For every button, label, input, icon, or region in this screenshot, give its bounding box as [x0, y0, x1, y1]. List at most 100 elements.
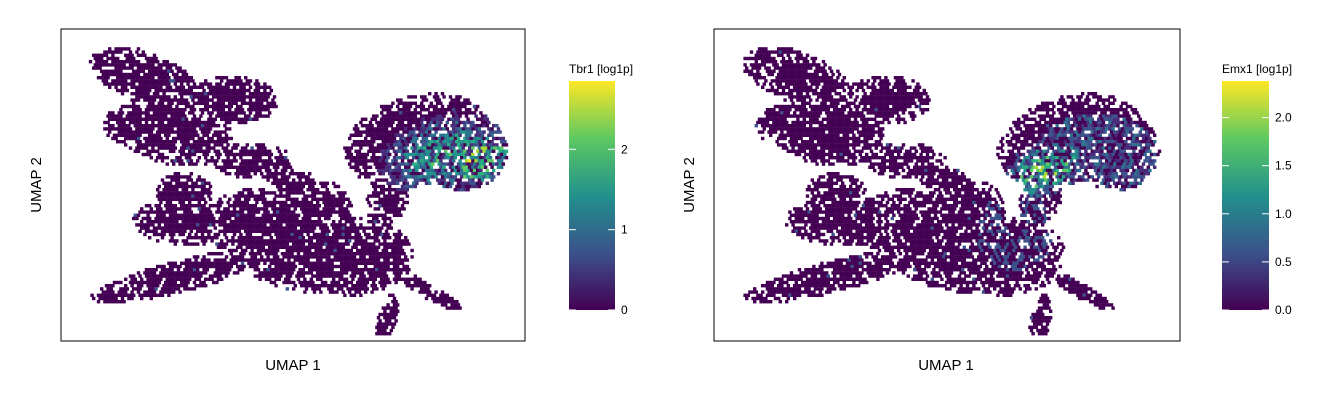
hexbin-cell — [762, 56, 766, 61]
hexbin-cell — [295, 191, 299, 195]
hexbin-cell — [172, 220, 176, 224]
hexbin-cell — [789, 60, 794, 64]
hexbin-cell — [1076, 95, 1080, 99]
hexbin-cell — [103, 300, 107, 304]
hexbin-cell — [170, 191, 174, 195]
hexbin-cell — [391, 114, 395, 118]
hexbin-cell — [386, 124, 390, 128]
hexbin-cell — [388, 172, 392, 176]
hexbin-cell — [380, 226, 384, 230]
hexbin-cell — [292, 216, 296, 221]
hexbin-cell — [384, 114, 389, 118]
hexbin-cell — [773, 92, 778, 96]
hexbin-cell — [156, 226, 160, 230]
hexbin-cell — [175, 264, 179, 269]
hexbin-cell — [124, 136, 128, 141]
hexbin-cell — [221, 101, 225, 105]
hexbin-cell — [389, 207, 393, 211]
hexbin-cell — [922, 88, 926, 93]
hexbin-cell — [445, 306, 449, 310]
hexbin-cell — [881, 95, 885, 99]
hexbin-cell — [348, 162, 352, 166]
hexbin-cell — [801, 101, 805, 105]
hexbin-cell — [335, 245, 339, 249]
hexbin-cell — [1036, 104, 1040, 109]
hexbin-cell — [183, 108, 187, 112]
hexbin-cell — [135, 50, 139, 54]
hexbin-cell — [247, 159, 251, 163]
hexbin-cell — [221, 261, 225, 265]
hexbin-cell — [280, 188, 285, 192]
hexbin-cell — [224, 127, 229, 131]
hexbin-cell — [184, 117, 189, 121]
hexbin-cell — [148, 56, 152, 61]
hexbin-cell — [338, 200, 342, 205]
hexbin-cell — [298, 223, 302, 227]
hexbin-cell — [199, 140, 203, 144]
hexbin-cell — [829, 101, 834, 105]
hexbin-cell — [240, 255, 245, 259]
hexbin-cell — [849, 95, 853, 99]
hexbin-cell — [357, 162, 361, 166]
hexbin-cell — [292, 287, 296, 291]
hexbin-cell — [229, 239, 233, 243]
hexbin-cell — [333, 210, 337, 214]
hexbin-cell — [183, 280, 187, 285]
hexbin-cell — [200, 111, 205, 115]
hexbin-cell — [412, 175, 416, 179]
hexbin-cell — [418, 124, 422, 128]
hexbin-cell — [202, 204, 206, 208]
hexbin-cell — [346, 216, 350, 221]
hexbin-cell — [183, 140, 187, 144]
hexbin-cell — [480, 114, 485, 118]
hexbin-cell — [420, 165, 424, 169]
hexbin-cell — [389, 162, 393, 166]
hexbin-cell — [496, 152, 501, 157]
hexbin-cell — [466, 111, 470, 115]
hexbin-cell — [440, 162, 445, 166]
hexbin-cell — [237, 82, 241, 86]
hexbin-cell — [218, 95, 222, 99]
hexbin-cell — [860, 111, 864, 115]
hexbin-cell — [314, 204, 318, 208]
hexbin-cell — [384, 210, 389, 214]
hexbin-cell — [364, 226, 368, 230]
hexbin-cell — [148, 63, 152, 67]
hexbin-cell — [247, 197, 251, 201]
hexbin-cell — [905, 85, 909, 89]
hexbin-cell — [244, 101, 248, 105]
hexbin-cell — [482, 117, 486, 121]
hexbin-cell — [447, 143, 451, 147]
hexbin-cell — [442, 172, 446, 176]
hexbin-cell — [405, 264, 409, 269]
hexbin-cell — [304, 178, 309, 182]
hexbin-cell — [138, 146, 142, 150]
hexbin-cell — [485, 143, 489, 147]
hexbin-cell — [167, 146, 171, 150]
hexbin-cell — [320, 261, 325, 265]
hexbin-cell — [228, 95, 232, 99]
hexbin-cell — [831, 111, 835, 115]
hexbin-cell — [396, 232, 400, 237]
hexbin-cell — [309, 264, 313, 269]
hexbin-cell — [308, 236, 312, 240]
hexbin-cell — [167, 184, 171, 189]
hexbin-cell — [200, 85, 205, 89]
hexbin-cell — [213, 149, 217, 153]
hexbin-cell — [381, 204, 385, 208]
hexbin-cell — [151, 268, 155, 272]
hexbin-cell — [157, 76, 161, 80]
hexbin-cell — [191, 194, 195, 198]
hexbin-cell — [146, 136, 150, 141]
hexbin-cell — [263, 82, 267, 86]
hexbin-cell — [796, 98, 800, 102]
hexbin-cell — [413, 133, 417, 137]
hexbin-cell — [821, 60, 826, 64]
hexbin-cell — [141, 95, 145, 99]
hexbin-cell — [392, 322, 397, 326]
hexbin-cell — [368, 242, 373, 246]
hexbin-cell — [167, 261, 171, 265]
hexbin-cell — [303, 252, 307, 256]
hexbin-cell — [197, 264, 201, 269]
hexbin-cell — [325, 232, 329, 237]
